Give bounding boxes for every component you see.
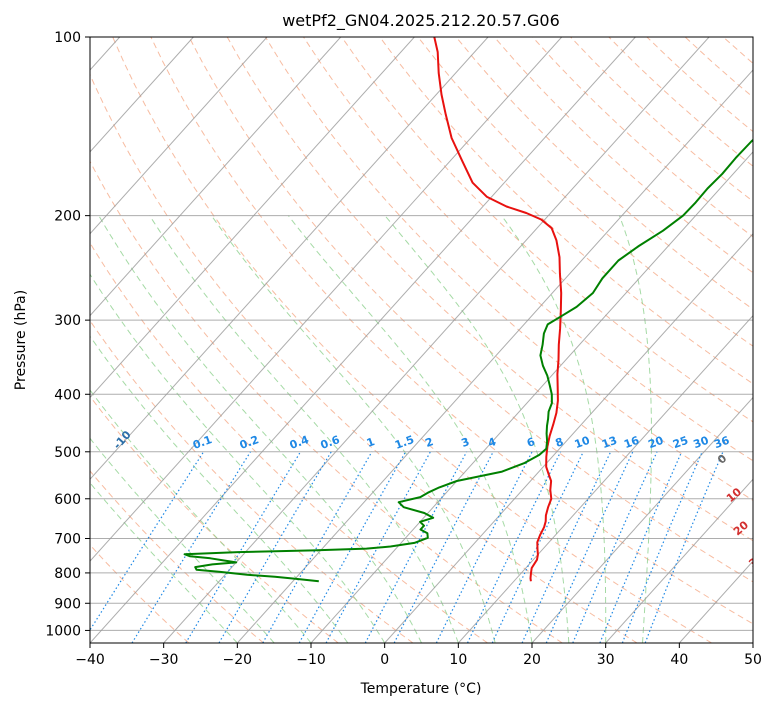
isotherm bbox=[531, 396, 753, 643]
mixing-ratio-line bbox=[599, 451, 683, 643]
chart-title: wetPf2_GN04.2025.212.20.57.G06 bbox=[282, 11, 560, 31]
isotherm bbox=[90, 37, 194, 153]
mixing-ratio-label: 13 bbox=[600, 434, 619, 451]
mixing-ratio-line bbox=[185, 451, 302, 643]
moist-adiabat bbox=[98, 215, 422, 643]
isotherm bbox=[90, 37, 268, 235]
axis-layer: −40 −30 −20 −10 0 10 20 30 40 5010020030040050060… bbox=[45, 30, 762, 668]
mixing-ratio-line bbox=[644, 451, 724, 643]
mixing-ratio-line bbox=[466, 451, 562, 643]
mixing-ratio-line bbox=[364, 451, 468, 643]
x-tick-label: 40 bbox=[670, 652, 688, 668]
moist-adiabat bbox=[384, 215, 570, 643]
moist-adiabat-label: 30 bbox=[746, 550, 766, 570]
x-tick-label: 30 bbox=[597, 652, 615, 668]
dry-adiabat bbox=[417, 37, 753, 347]
mixing-ratio-label: 0.6 bbox=[319, 433, 342, 452]
y-tick-label: 200 bbox=[54, 209, 81, 225]
mixing-ratio-line bbox=[298, 451, 407, 643]
mixing-ratio-line bbox=[621, 451, 703, 643]
y-tick-label: 100 bbox=[54, 30, 81, 46]
isotherm bbox=[384, 232, 753, 643]
mixing-ratio-label: 0.4 bbox=[288, 433, 311, 452]
mixing-ratio-label: 8 bbox=[554, 435, 566, 450]
y-tick-label: 1000 bbox=[45, 623, 81, 639]
moist-adiabat bbox=[90, 389, 312, 643]
x-tick-label: 10 bbox=[449, 652, 467, 668]
mixing-ratio-label: 1.5 bbox=[393, 433, 416, 452]
dry-adiabat bbox=[90, 160, 563, 643]
y-tick-label: 300 bbox=[54, 313, 81, 329]
moist-adiabat bbox=[90, 335, 349, 643]
mixing-ratio-label: 0.2 bbox=[238, 433, 261, 452]
x-tick-label: 0 bbox=[380, 652, 389, 668]
plot-frame bbox=[89, 36, 754, 644]
moist-adiabat bbox=[149, 215, 459, 643]
mixing-ratio-line bbox=[435, 451, 533, 643]
mixing-ratio-label: 10 bbox=[573, 434, 592, 452]
moist-adiabat bbox=[90, 482, 238, 643]
mixing-ratio-line bbox=[325, 451, 431, 643]
isotherm bbox=[605, 478, 753, 643]
isotherm bbox=[90, 37, 636, 643]
dry-adiabat bbox=[90, 544, 190, 643]
moist-adiabat bbox=[287, 215, 533, 643]
mixing-ratio-label: 25 bbox=[671, 434, 690, 451]
isotherm bbox=[236, 69, 753, 643]
y-tick-label: 900 bbox=[54, 596, 81, 612]
dry-adiabat bbox=[90, 395, 339, 643]
mixing-ratio-line bbox=[90, 451, 205, 632]
isotherm bbox=[90, 37, 489, 481]
series-layer bbox=[183, 37, 753, 583]
mixing-ratio-line bbox=[572, 451, 658, 643]
x-tick-label: −10 bbox=[296, 652, 326, 668]
mixing-ratio-label: 36 bbox=[712, 434, 731, 452]
moist-adiabat bbox=[211, 215, 496, 643]
mixing-ratio-label: 2 bbox=[423, 435, 435, 450]
mixing-ratio-label: 4 bbox=[486, 435, 498, 450]
dry-adiabat bbox=[90, 470, 264, 643]
grid-layer: 0.10.20.40.611.52346810131620253036-100-… bbox=[90, 37, 766, 643]
y-tick-label: 700 bbox=[54, 532, 81, 548]
y-tick-label: 400 bbox=[54, 387, 81, 403]
mixing-ratio-label: 16 bbox=[622, 434, 641, 452]
x-tick-label: 50 bbox=[744, 652, 762, 668]
y-axis-label: Pressure (hPa) bbox=[13, 290, 29, 390]
isotherm bbox=[457, 314, 753, 643]
y-tick-label: 800 bbox=[54, 566, 81, 582]
x-tick-label: −30 bbox=[149, 652, 179, 668]
moist-adiabat bbox=[90, 273, 386, 643]
x-axis-label: Temperature (°C) bbox=[360, 681, 482, 697]
moist-adiabat bbox=[618, 215, 652, 643]
isotherm bbox=[90, 37, 563, 562]
dry-adiabat bbox=[150, 37, 753, 625]
dry-adiabat bbox=[90, 241, 488, 643]
isotherm bbox=[310, 151, 753, 643]
mixing-ratio-label: 6 bbox=[525, 435, 537, 450]
x-tick-label: −40 bbox=[75, 652, 105, 668]
mixing-ratio-label: 20 bbox=[646, 434, 665, 452]
dry-adiabat bbox=[112, 37, 712, 643]
isotherm bbox=[163, 37, 710, 643]
mixing-ratio-label: 1 bbox=[365, 435, 377, 450]
isotherm bbox=[90, 37, 415, 399]
x-tick-label: −20 bbox=[223, 652, 253, 668]
mixing-ratio-label: 3 bbox=[460, 435, 472, 450]
moist-adiabat bbox=[501, 215, 607, 643]
mixing-ratio-label: 30 bbox=[692, 434, 711, 452]
mixing-ratio-label: 0.1 bbox=[191, 433, 214, 452]
isotherm bbox=[90, 37, 342, 317]
temperature-profile bbox=[433, 37, 563, 582]
x-tick-label: 20 bbox=[523, 652, 541, 668]
dewpoint-profile bbox=[183, 138, 753, 583]
y-tick-label: 600 bbox=[54, 492, 81, 508]
dry-adiabat bbox=[455, 37, 753, 310]
y-tick-label: 500 bbox=[54, 445, 81, 461]
moist-adiabat bbox=[90, 437, 275, 643]
